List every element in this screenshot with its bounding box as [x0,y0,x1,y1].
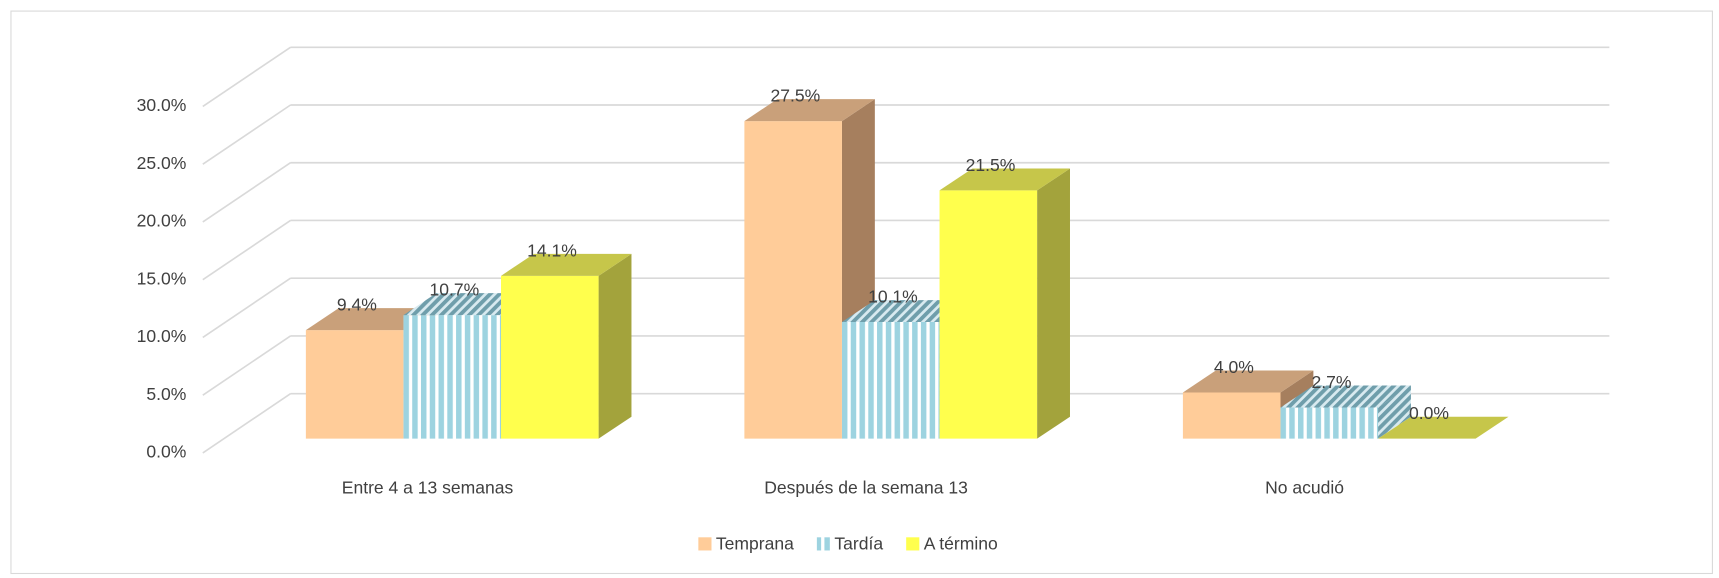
data-label: 9.4% [337,295,377,315]
data-label: 10.1% [868,287,918,307]
legend-swatch [698,537,712,551]
bar [501,253,632,439]
bar-top [939,168,1070,191]
bar-top [1280,385,1411,408]
grid-line [202,335,291,396]
bar [939,168,1070,439]
bar-top [744,99,875,122]
bar-side [598,253,632,439]
grid-line [202,46,291,108]
grid-line [202,277,291,339]
y-tick-label: 0.0% [146,442,186,462]
data-label: 14.1% [527,240,577,260]
bar-front [403,315,502,439]
data-label: 27.5% [771,86,821,106]
bar [1280,385,1411,439]
legend-swatch [816,537,831,551]
bar-side [1378,385,1411,439]
bar-front [305,330,404,439]
data-label: 0.0% [1409,403,1449,423]
bar-top [1378,416,1509,439]
x-tick-label: Entre 4 a 13 semanas [342,478,514,498]
bar-front [939,190,1038,439]
x-tick-label: No acudió [1265,478,1344,498]
y-tick-label: 30.0% [137,95,187,115]
y-tick-label: 5.0% [146,384,186,404]
bar-top [501,253,632,276]
bar-side [1037,168,1070,439]
y-tick-label: 15.0% [137,268,187,288]
data-label: 10.7% [430,280,480,300]
bar [1182,370,1314,439]
grid-line [202,104,291,165]
y-tick-label: 25.0% [137,153,187,173]
legend-swatch [906,537,920,551]
bar [1378,416,1509,439]
data-label: 21.5% [966,155,1016,175]
grid-line [202,162,291,223]
bar-front [841,322,940,439]
bar-front [1182,392,1281,439]
x-tick-label: Después de la semana 13 [764,478,968,498]
y-tick-label: 20.0% [137,211,187,231]
data-label: 2.7% [1311,372,1351,392]
legend-label: Temprana [716,534,794,554]
legend-label: Tardía [834,534,883,554]
y-tick-label: 10.0% [137,326,187,346]
bar-front [501,275,599,439]
bar-top [1182,370,1314,393]
grid-line [202,393,291,454]
grid-line [202,219,291,281]
bar-front [744,121,842,439]
legend-label: A término [924,534,998,554]
bar-front [1280,407,1379,439]
data-label: 4.0% [1214,357,1254,377]
